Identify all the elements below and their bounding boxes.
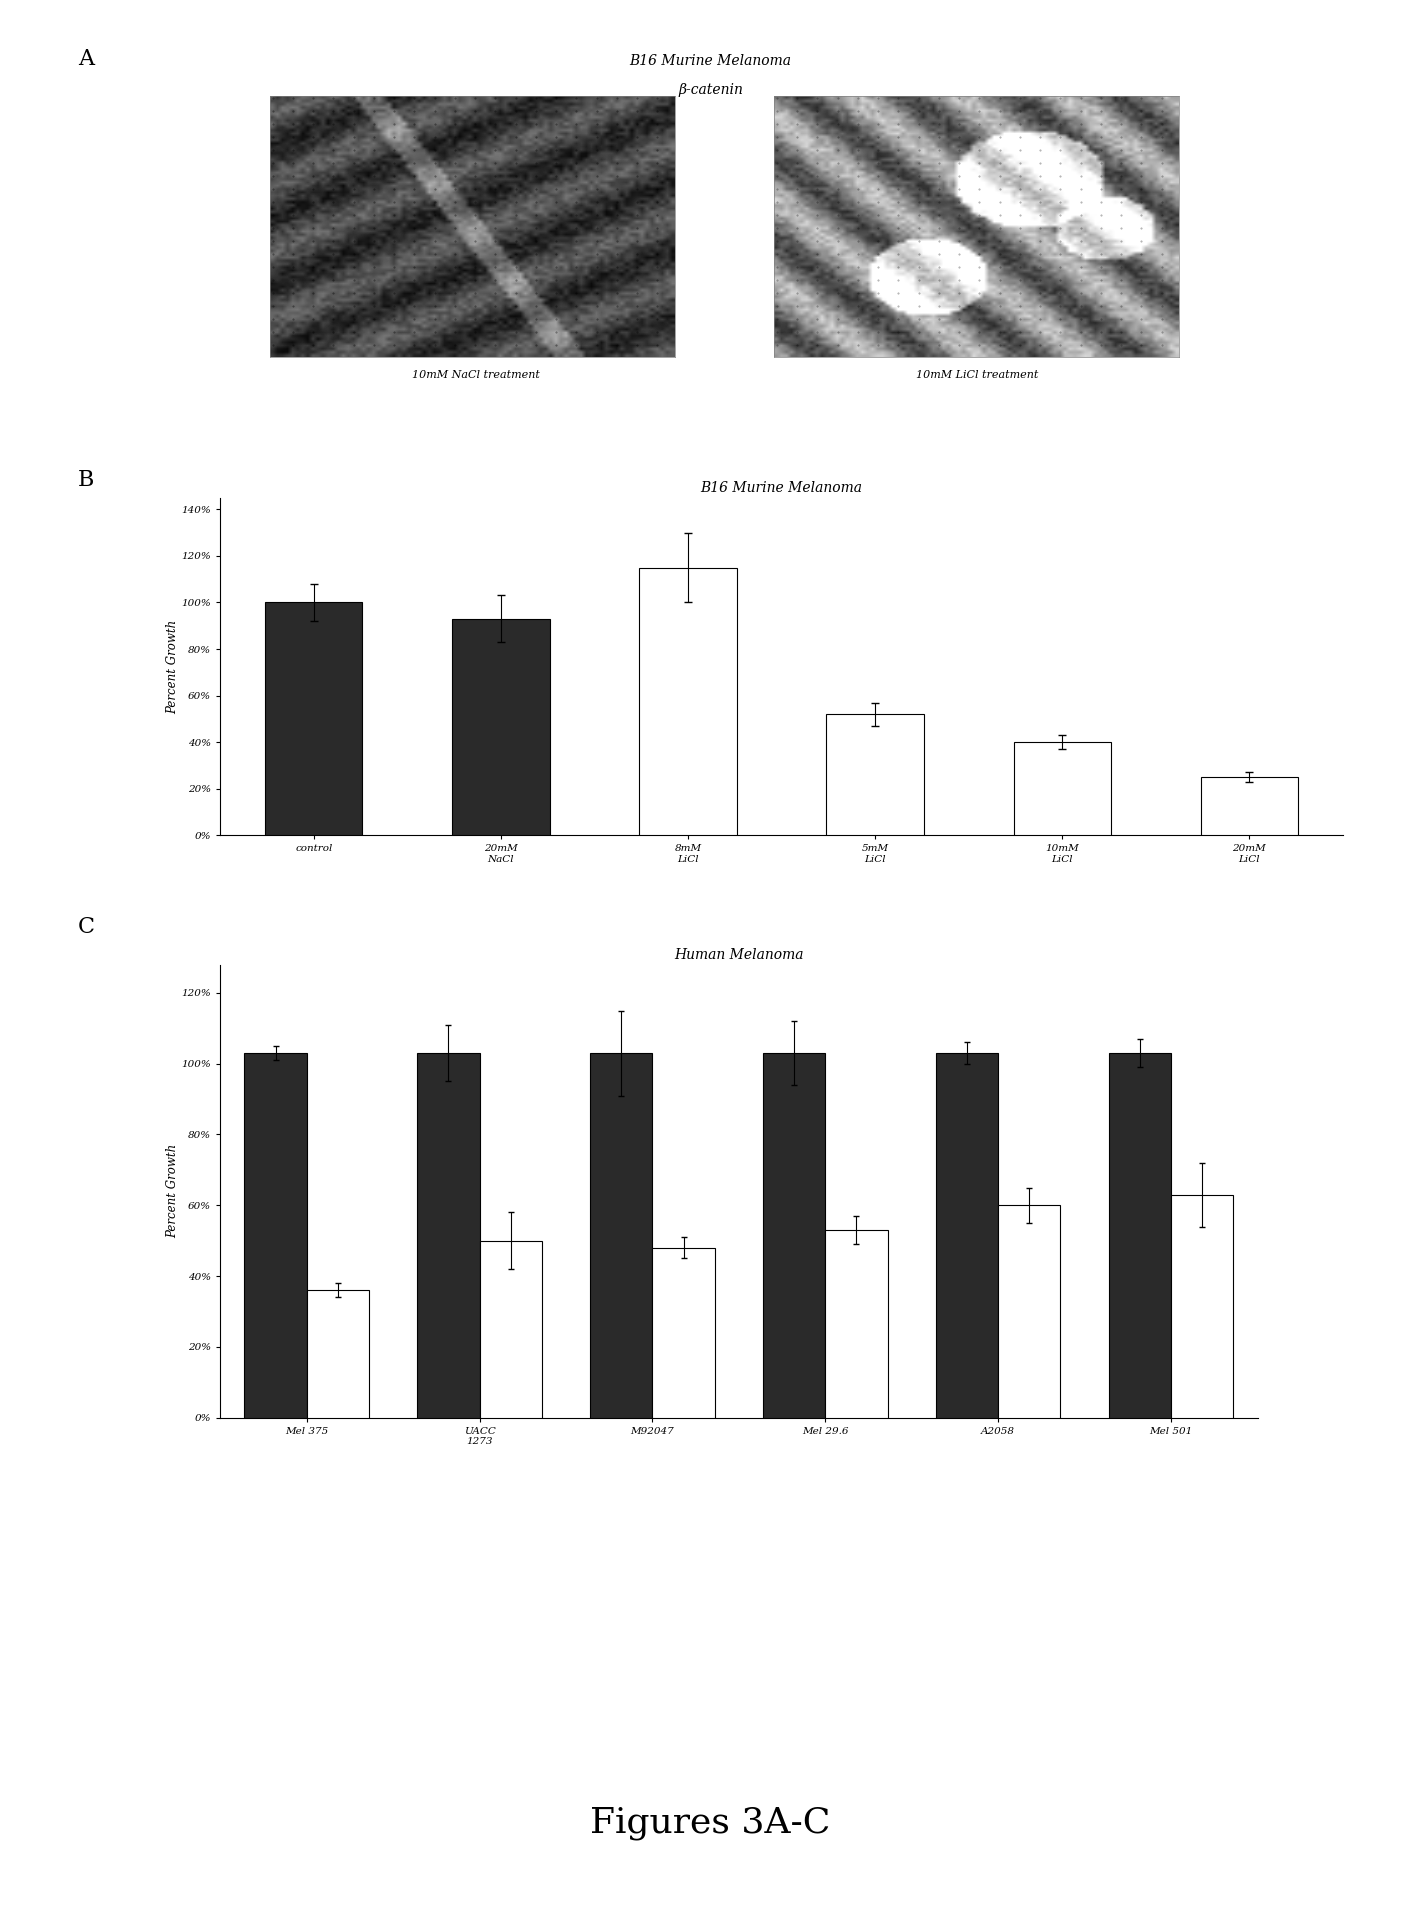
- Title: B16 Murine Melanoma: B16 Murine Melanoma: [701, 480, 863, 496]
- Bar: [652, 1248, 715, 1418]
- Bar: [827, 714, 924, 835]
- Text: 10mM LiCl treatment: 10mM LiCl treatment: [917, 370, 1039, 380]
- Bar: [826, 1231, 888, 1418]
- Text: β-catenin: β-catenin: [678, 83, 743, 96]
- Bar: [590, 1053, 652, 1418]
- Bar: [936, 1053, 998, 1418]
- Y-axis label: Percent Growth: Percent Growth: [166, 1144, 179, 1238]
- Text: B16 Murine Melanoma: B16 Murine Melanoma: [630, 54, 791, 68]
- Bar: [418, 1053, 479, 1418]
- Text: 10mM NaCl treatment: 10mM NaCl treatment: [412, 370, 540, 380]
- Text: C: C: [78, 916, 95, 937]
- Bar: [307, 1291, 369, 1418]
- Bar: [763, 1053, 826, 1418]
- Bar: [479, 1240, 541, 1418]
- Text: A: A: [78, 48, 94, 69]
- Y-axis label: Percent Growth: Percent Growth: [166, 619, 179, 714]
- Bar: [998, 1206, 1060, 1418]
- Bar: [1171, 1194, 1233, 1418]
- Title: Human Melanoma: Human Melanoma: [674, 947, 804, 963]
- Bar: [452, 619, 550, 835]
- Bar: [244, 1053, 307, 1418]
- Bar: [1013, 743, 1111, 835]
- Text: Figures 3A-C: Figures 3A-C: [590, 1806, 831, 1840]
- Bar: [1201, 777, 1297, 835]
- Bar: [639, 567, 736, 835]
- Text: B: B: [78, 469, 95, 490]
- Bar: [1108, 1053, 1171, 1418]
- Bar: [266, 602, 362, 835]
